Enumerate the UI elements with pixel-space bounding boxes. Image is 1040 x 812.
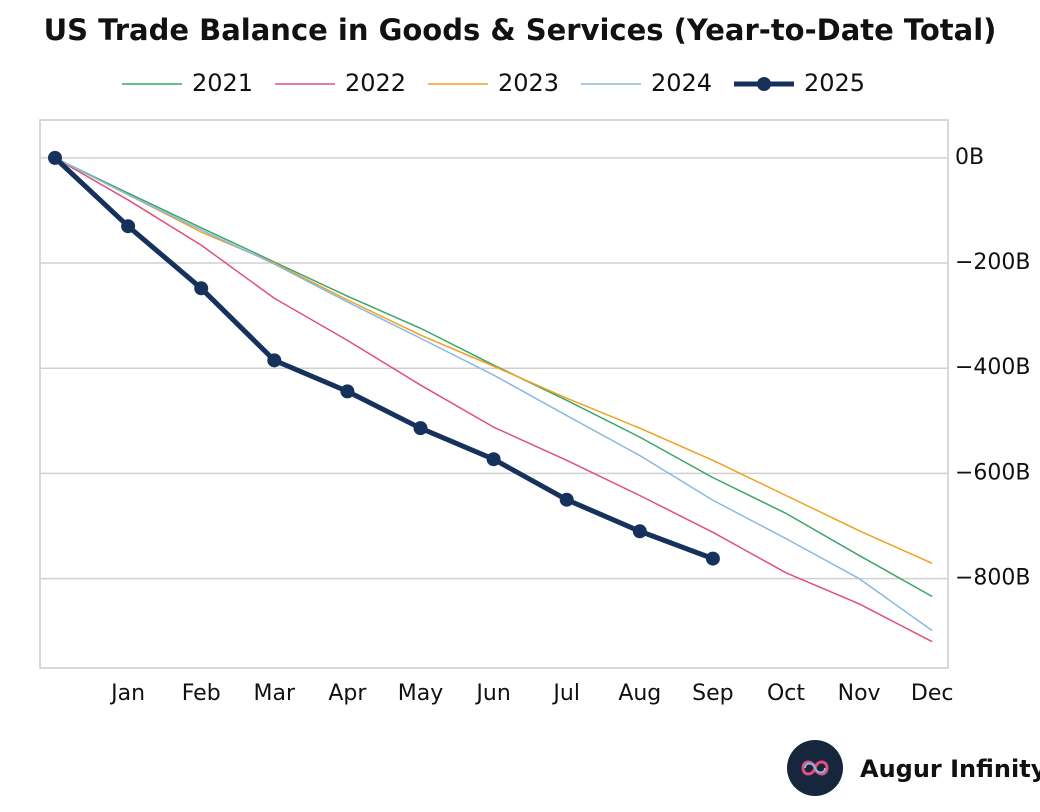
brand-name: Augur Infinity — [860, 755, 1040, 783]
x-tick-label: Nov — [838, 681, 881, 706]
x-tick-label: May — [398, 681, 443, 706]
series-marker — [194, 281, 209, 296]
x-tick-label: Sep — [692, 681, 733, 706]
x-tick-label: Aug — [618, 681, 661, 706]
legend-label: 2021 — [192, 69, 253, 97]
series-marker — [413, 421, 428, 436]
legend-label: 2023 — [498, 69, 559, 97]
legend-label: 2025 — [804, 69, 865, 97]
series-line — [54, 157, 933, 643]
brand-logo — [787, 740, 843, 796]
series-marker — [486, 452, 501, 467]
series-line — [54, 157, 933, 598]
legend-marker — [757, 77, 771, 91]
x-tick-label: Dec — [911, 681, 954, 706]
x-tick-label: Jun — [474, 681, 510, 706]
y-tick-label: −200B — [955, 250, 1031, 275]
legend-label: 2024 — [651, 69, 712, 97]
y-tick-label: −600B — [955, 460, 1031, 485]
y-tick-label: −400B — [955, 355, 1031, 380]
x-tick-label: Jan — [109, 681, 145, 706]
legend-label: 2022 — [345, 69, 406, 97]
series-line — [53, 156, 714, 561]
chart-title: US Trade Balance in Goods & Services (Ye… — [44, 13, 997, 47]
x-tick-label: Apr — [328, 681, 367, 706]
y-tick-label: −800B — [955, 566, 1031, 591]
x-tick-label: Oct — [767, 681, 805, 706]
series-marker — [267, 353, 282, 368]
series-marker — [705, 551, 720, 566]
plot-frame — [39, 119, 949, 669]
x-tick-label: Feb — [182, 681, 221, 706]
y-tick-label: 0B — [955, 145, 984, 170]
series-line — [54, 157, 933, 632]
series-marker — [48, 150, 62, 165]
series-marker — [121, 219, 136, 234]
x-tick-label: Mar — [254, 681, 296, 706]
series-marker — [632, 524, 647, 539]
x-tick-label: Jul — [551, 681, 580, 706]
series-marker — [559, 492, 574, 507]
series-marker — [340, 384, 355, 399]
series-line — [54, 157, 933, 565]
